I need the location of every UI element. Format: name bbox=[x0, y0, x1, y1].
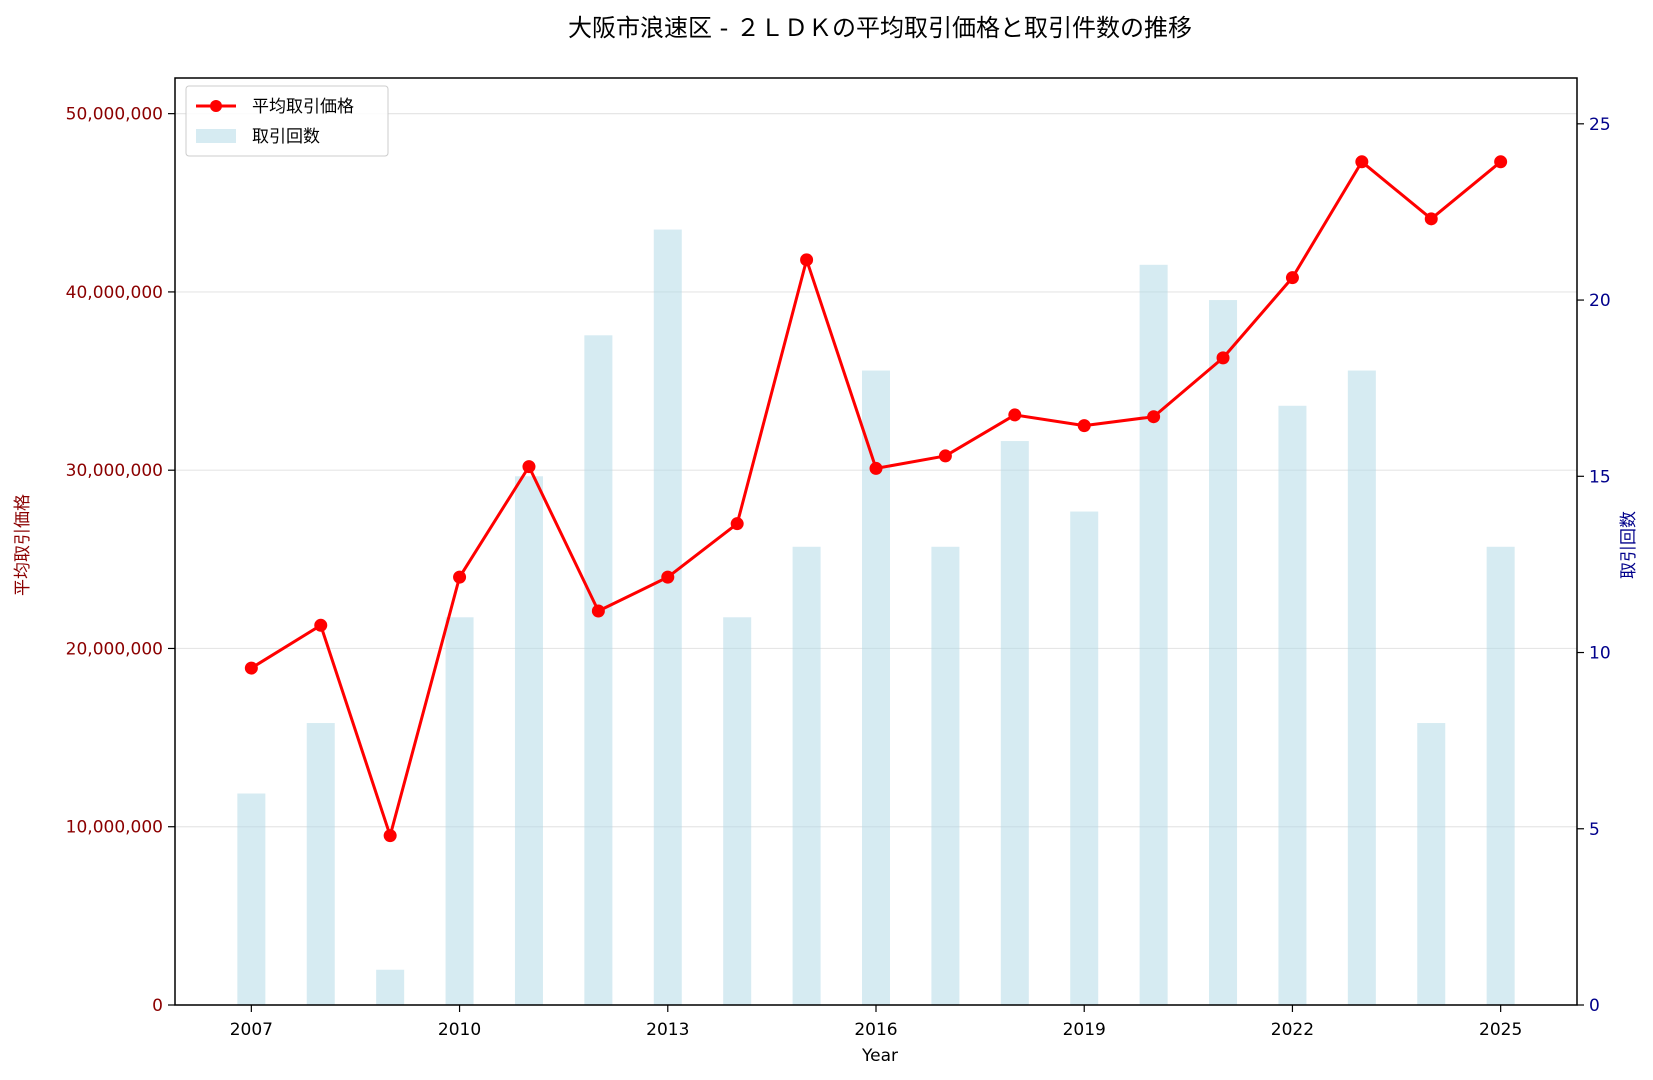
y-right-tick-label: 10 bbox=[1589, 644, 1611, 664]
line-series bbox=[244, 155, 1508, 843]
legend-bar-swatch bbox=[196, 129, 236, 143]
bar bbox=[237, 793, 266, 1005]
data-point bbox=[244, 661, 258, 675]
data-point bbox=[800, 253, 814, 267]
bar bbox=[514, 476, 543, 1005]
data-point bbox=[1285, 271, 1299, 285]
bar bbox=[792, 546, 821, 1005]
y-right-tick-label: 15 bbox=[1589, 467, 1611, 487]
data-point bbox=[1424, 212, 1438, 226]
y-left-tick-label: 30,000,000 bbox=[66, 461, 163, 481]
chart-title: 大阪市浪速区 - ２ＬＤＫの平均取引価格と取引件数の推移 bbox=[568, 14, 1192, 42]
bar bbox=[376, 969, 405, 1005]
legend-label-price: 平均取引価格 bbox=[252, 97, 354, 117]
bar bbox=[1209, 300, 1238, 1006]
data-point bbox=[938, 449, 952, 463]
bar bbox=[931, 546, 960, 1005]
y-left-tick-label: 40,000,000 bbox=[66, 283, 163, 303]
data-point bbox=[1077, 419, 1091, 433]
data-point bbox=[730, 517, 744, 531]
bar bbox=[1000, 441, 1029, 1005]
bar-series bbox=[237, 229, 1515, 1006]
bar bbox=[584, 335, 613, 1005]
bar bbox=[306, 723, 335, 1005]
x-tick-label: 2019 bbox=[1063, 1020, 1106, 1040]
data-point bbox=[1008, 408, 1022, 422]
y-axis-right-label: 取引回数 bbox=[1619, 511, 1639, 579]
bar bbox=[1486, 546, 1515, 1005]
data-point bbox=[314, 618, 328, 632]
data-point bbox=[591, 604, 605, 618]
y-right-tick-label: 0 bbox=[1589, 996, 1600, 1016]
legend-box bbox=[185, 85, 389, 157]
y-right-tick-label: 25 bbox=[1589, 115, 1611, 135]
ticks: 0 10,000,000 20,000,000 30,000,000 40,000,00… bbox=[66, 105, 1611, 1040]
bar bbox=[723, 617, 752, 1005]
y-right-tick-label: 5 bbox=[1589, 820, 1600, 840]
data-point bbox=[453, 570, 467, 584]
bar bbox=[1139, 264, 1168, 1005]
x-tick-label: 2025 bbox=[1479, 1020, 1522, 1040]
data-point bbox=[1147, 410, 1161, 424]
legend: 平均取引価格 取引回数 bbox=[185, 85, 389, 157]
x-tick-label: 2010 bbox=[438, 1020, 481, 1040]
bar bbox=[653, 229, 682, 1005]
bar bbox=[1347, 370, 1376, 1005]
y-left-tick-label: 10,000,000 bbox=[66, 818, 163, 838]
data-point bbox=[383, 829, 397, 843]
y-left-tick-label: 20,000,000 bbox=[66, 639, 163, 659]
bar bbox=[445, 617, 474, 1005]
data-point bbox=[1216, 351, 1230, 365]
x-tick-label: 2013 bbox=[646, 1020, 689, 1040]
x-tick-label: 2022 bbox=[1271, 1020, 1314, 1040]
bar bbox=[862, 370, 890, 1005]
legend-label-count: 取引回数 bbox=[252, 127, 320, 147]
x-tick-label: 2016 bbox=[854, 1020, 897, 1040]
y-right-tick-label: 20 bbox=[1589, 291, 1611, 311]
data-point bbox=[869, 461, 883, 475]
y-axis-left-label: 平均取引価格 bbox=[13, 494, 33, 596]
bar bbox=[1417, 723, 1446, 1005]
x-tick-label: 2007 bbox=[230, 1020, 273, 1040]
data-point bbox=[1355, 155, 1369, 169]
data-point bbox=[522, 460, 536, 474]
legend-marker-swatch bbox=[210, 100, 222, 112]
y-left-tick-label: 0 bbox=[152, 996, 163, 1016]
bar bbox=[1070, 511, 1099, 1005]
y-left-tick-label: 50,000,000 bbox=[66, 105, 163, 125]
data-point bbox=[1494, 155, 1508, 169]
x-axis-label: Year bbox=[861, 1046, 898, 1066]
data-point bbox=[661, 570, 675, 584]
bar bbox=[1278, 405, 1307, 1006]
